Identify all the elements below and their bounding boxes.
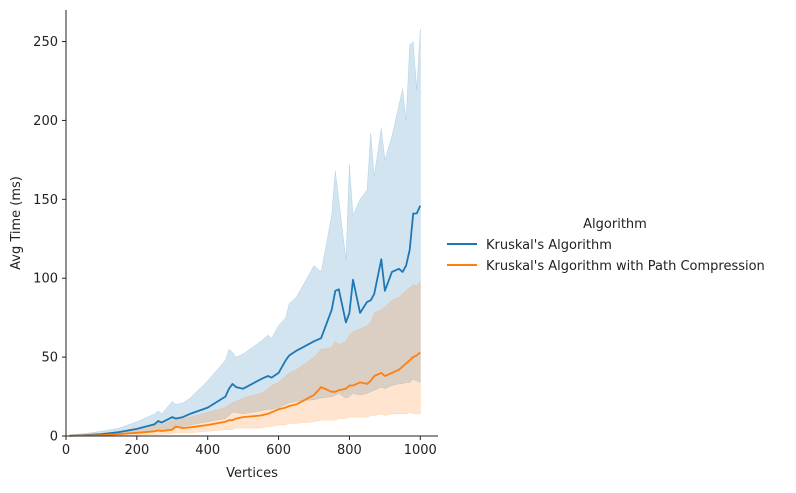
series-lines — [69, 205, 422, 437]
x-tick-label: 200 — [124, 443, 149, 458]
ci-band-kruskal-s-algorithm-with-path-compression — [69, 280, 421, 437]
y-tick-label: 150 — [33, 193, 58, 208]
x-axis-label: Vertices — [226, 466, 278, 481]
y-ticks: 0 50 100 150 200 250 — [33, 35, 66, 445]
x-tick-label: 1000 — [404, 443, 437, 458]
axes — [65, 10, 438, 437]
y-tick-label: 50 — [41, 351, 58, 366]
y-tick-label: 250 — [33, 35, 58, 50]
legend-title: Algorithm — [583, 217, 647, 232]
legend-label-kruskal-path-compression: Kruskal's Algorithm with Path Compressio… — [486, 259, 765, 274]
x-tick-label: 800 — [337, 443, 362, 458]
y-tick-label: 100 — [33, 272, 58, 287]
ci-band-kruskal-s-algorithm — [69, 28, 421, 437]
x-tick-label: 0 — [62, 443, 70, 458]
y-tick-label: 200 — [33, 114, 58, 129]
legend: Algorithm Kruskal's Algorithm Kruskal's … — [447, 217, 765, 274]
series-line-kruskal-s-algorithm — [69, 205, 422, 437]
series-line-kruskal-s-algorithm-with-path-compression — [69, 351, 421, 437]
x-ticks: 0 200 400 600 800 1000 — [62, 436, 437, 458]
y-axis-label: Avg Time (ms) — [9, 176, 24, 270]
x-tick-label: 600 — [266, 443, 291, 458]
legend-label-kruskal: Kruskal's Algorithm — [486, 238, 612, 253]
confidence-bands — [69, 28, 421, 437]
x-tick-label: 400 — [195, 443, 220, 458]
y-tick-label: 0 — [50, 430, 58, 445]
